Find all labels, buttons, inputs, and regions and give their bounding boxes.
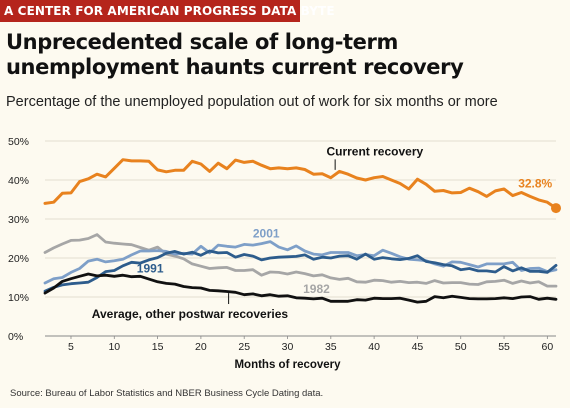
x-tick-label: 25	[238, 341, 250, 353]
banner: A CENTER FOR AMERICAN PROGRESS DATA BYTE	[0, 0, 335, 22]
x-tick-label: 5	[68, 341, 74, 353]
series-labels: Current recovery 2001 1991 1982 Average, oth…	[92, 144, 553, 321]
x-tick-label: 20	[195, 341, 207, 353]
y-tick-label: 20%	[8, 253, 29, 265]
y-tick-label: 30%	[8, 214, 29, 226]
chart-title: Unprecedented scale of long-term unemplo…	[6, 30, 464, 79]
label-current-recovery: Current recovery	[326, 144, 423, 158]
x-tick-label: 45	[412, 341, 424, 353]
series-lines	[43, 158, 561, 304]
label-current-end-value: 32.8%	[518, 176, 552, 190]
y-axis-ticks: 0% 10% 20% 30% 40% 50%	[8, 136, 29, 343]
series-line-1991	[43, 249, 558, 293]
source-note: Source: Bureau of Labor Statistics and N…	[10, 388, 324, 399]
x-tick-label: 55	[498, 341, 510, 353]
x-tick-label: 15	[152, 341, 164, 353]
x-axis-title: Months of recovery	[234, 359, 341, 371]
current-recovery-endpoint	[551, 203, 561, 214]
series-line-current-recovery	[43, 158, 558, 210]
label-1982: 1982	[303, 282, 330, 296]
label-average-postwar: Average, other postwar recoveries	[92, 307, 289, 321]
x-tick-label: 10	[108, 341, 120, 353]
series-line-1982	[43, 233, 558, 288]
x-tick-label: 35	[325, 341, 337, 353]
y-tick-label: 0%	[8, 331, 23, 343]
x-axis-ticks: 5 10 15 20 25 30 35 40 45 50 55 60	[68, 336, 553, 353]
x-tick-label: 40	[368, 341, 380, 353]
chart-subtitle: Percentage of the unemployed population …	[6, 94, 498, 110]
y-tick-label: 50%	[8, 136, 29, 148]
series-line-2001	[43, 240, 558, 285]
line-chart: 0% 10% 20% 30% 40% 50% 5 10 15 20 25 30 35 40 45 50 55 6…	[8, 136, 561, 371]
x-tick-label: 50	[455, 341, 467, 353]
y-tick-label: 40%	[8, 175, 29, 187]
series-line-average-postwar	[43, 272, 558, 304]
label-1991: 1991	[137, 261, 164, 275]
label-2001: 2001	[253, 226, 280, 240]
x-tick-label: 60	[541, 341, 553, 353]
y-tick-label: 10%	[8, 292, 29, 304]
x-tick-label: 30	[282, 341, 294, 353]
